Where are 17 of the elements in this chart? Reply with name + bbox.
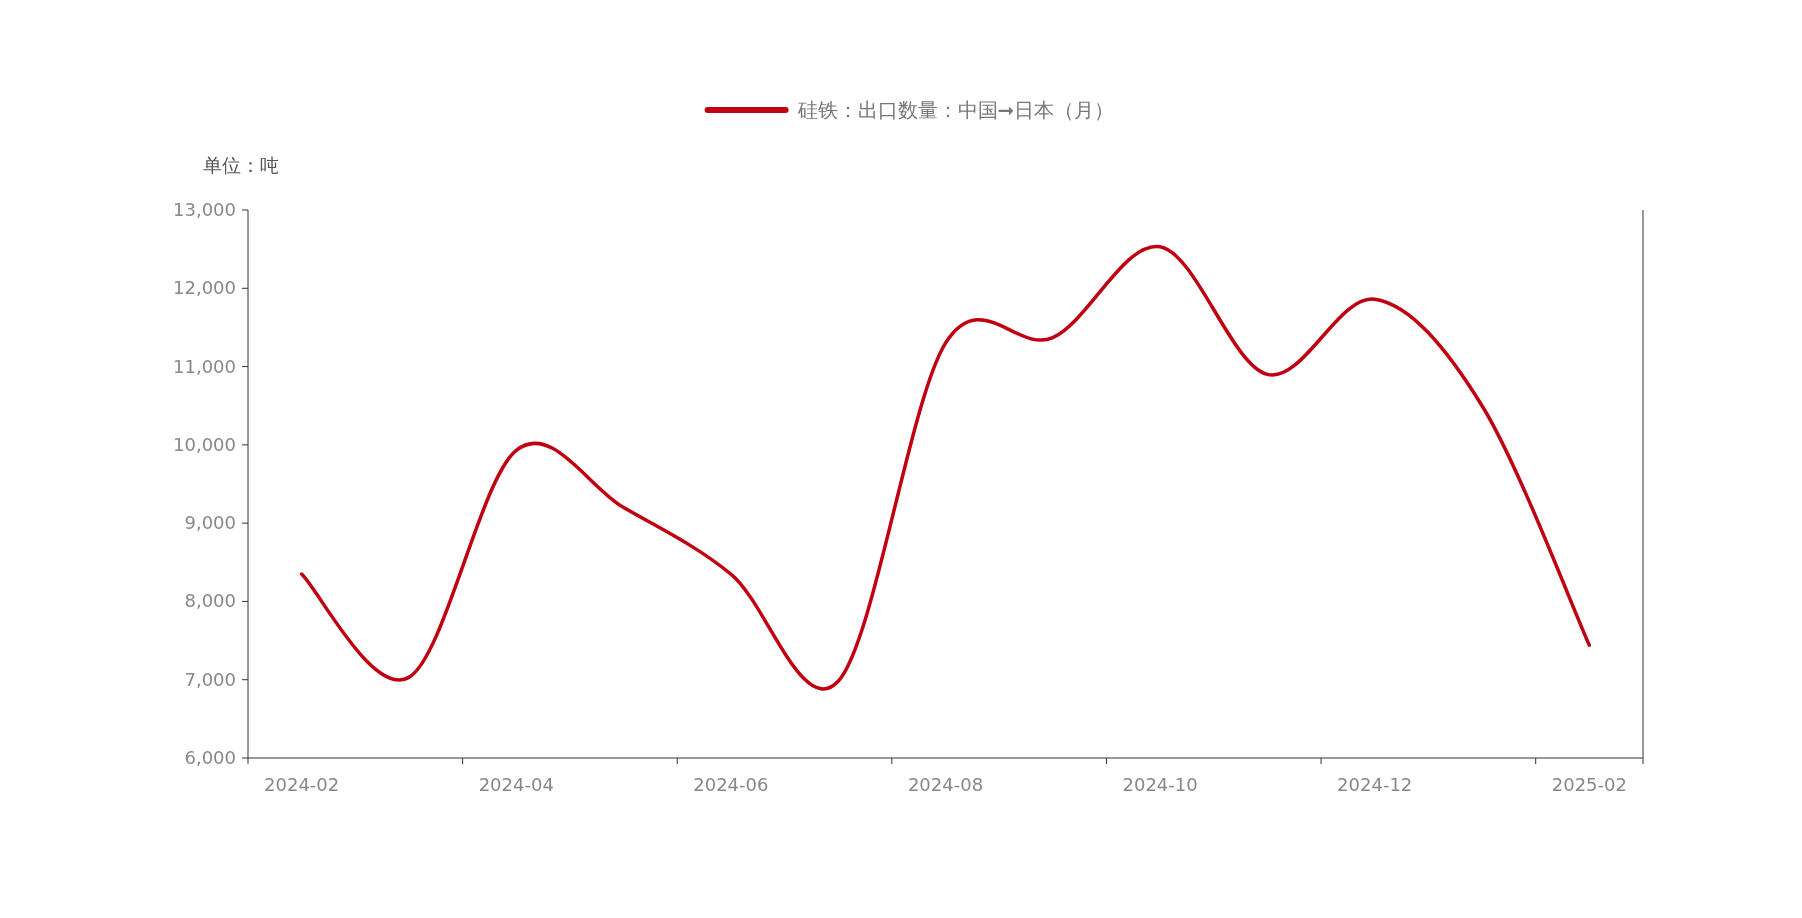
y-tick-label: 6,000: [184, 747, 236, 768]
y-tick-label: 9,000: [184, 512, 236, 534]
y-tick-label: 11,000: [173, 355, 236, 377]
x-tick-label: 2024-12: [1337, 774, 1413, 795]
y-tick-label: 12,000: [173, 277, 236, 299]
x-tick-label: 2024-02: [264, 774, 340, 795]
y-tick-label: 13,000: [173, 199, 236, 220]
y-tick-label: 10,000: [173, 433, 236, 455]
x-tick-label: 2024-04: [478, 774, 554, 795]
x-tick-label: 2024-06: [693, 774, 769, 795]
y-axis-title: 单位：吨: [203, 154, 279, 176]
x-tick-label: 2024-08: [907, 774, 984, 795]
legend-label: 硅铁：出口数量：中国➞日本（月）: [796, 98, 1115, 122]
x-tick-label: 2024-10: [1122, 774, 1198, 795]
x-tick-label: 2025-02: [1551, 774, 1627, 795]
y-tick-label: 7,000: [184, 668, 236, 690]
y-tick-label: 8,000: [184, 590, 236, 612]
